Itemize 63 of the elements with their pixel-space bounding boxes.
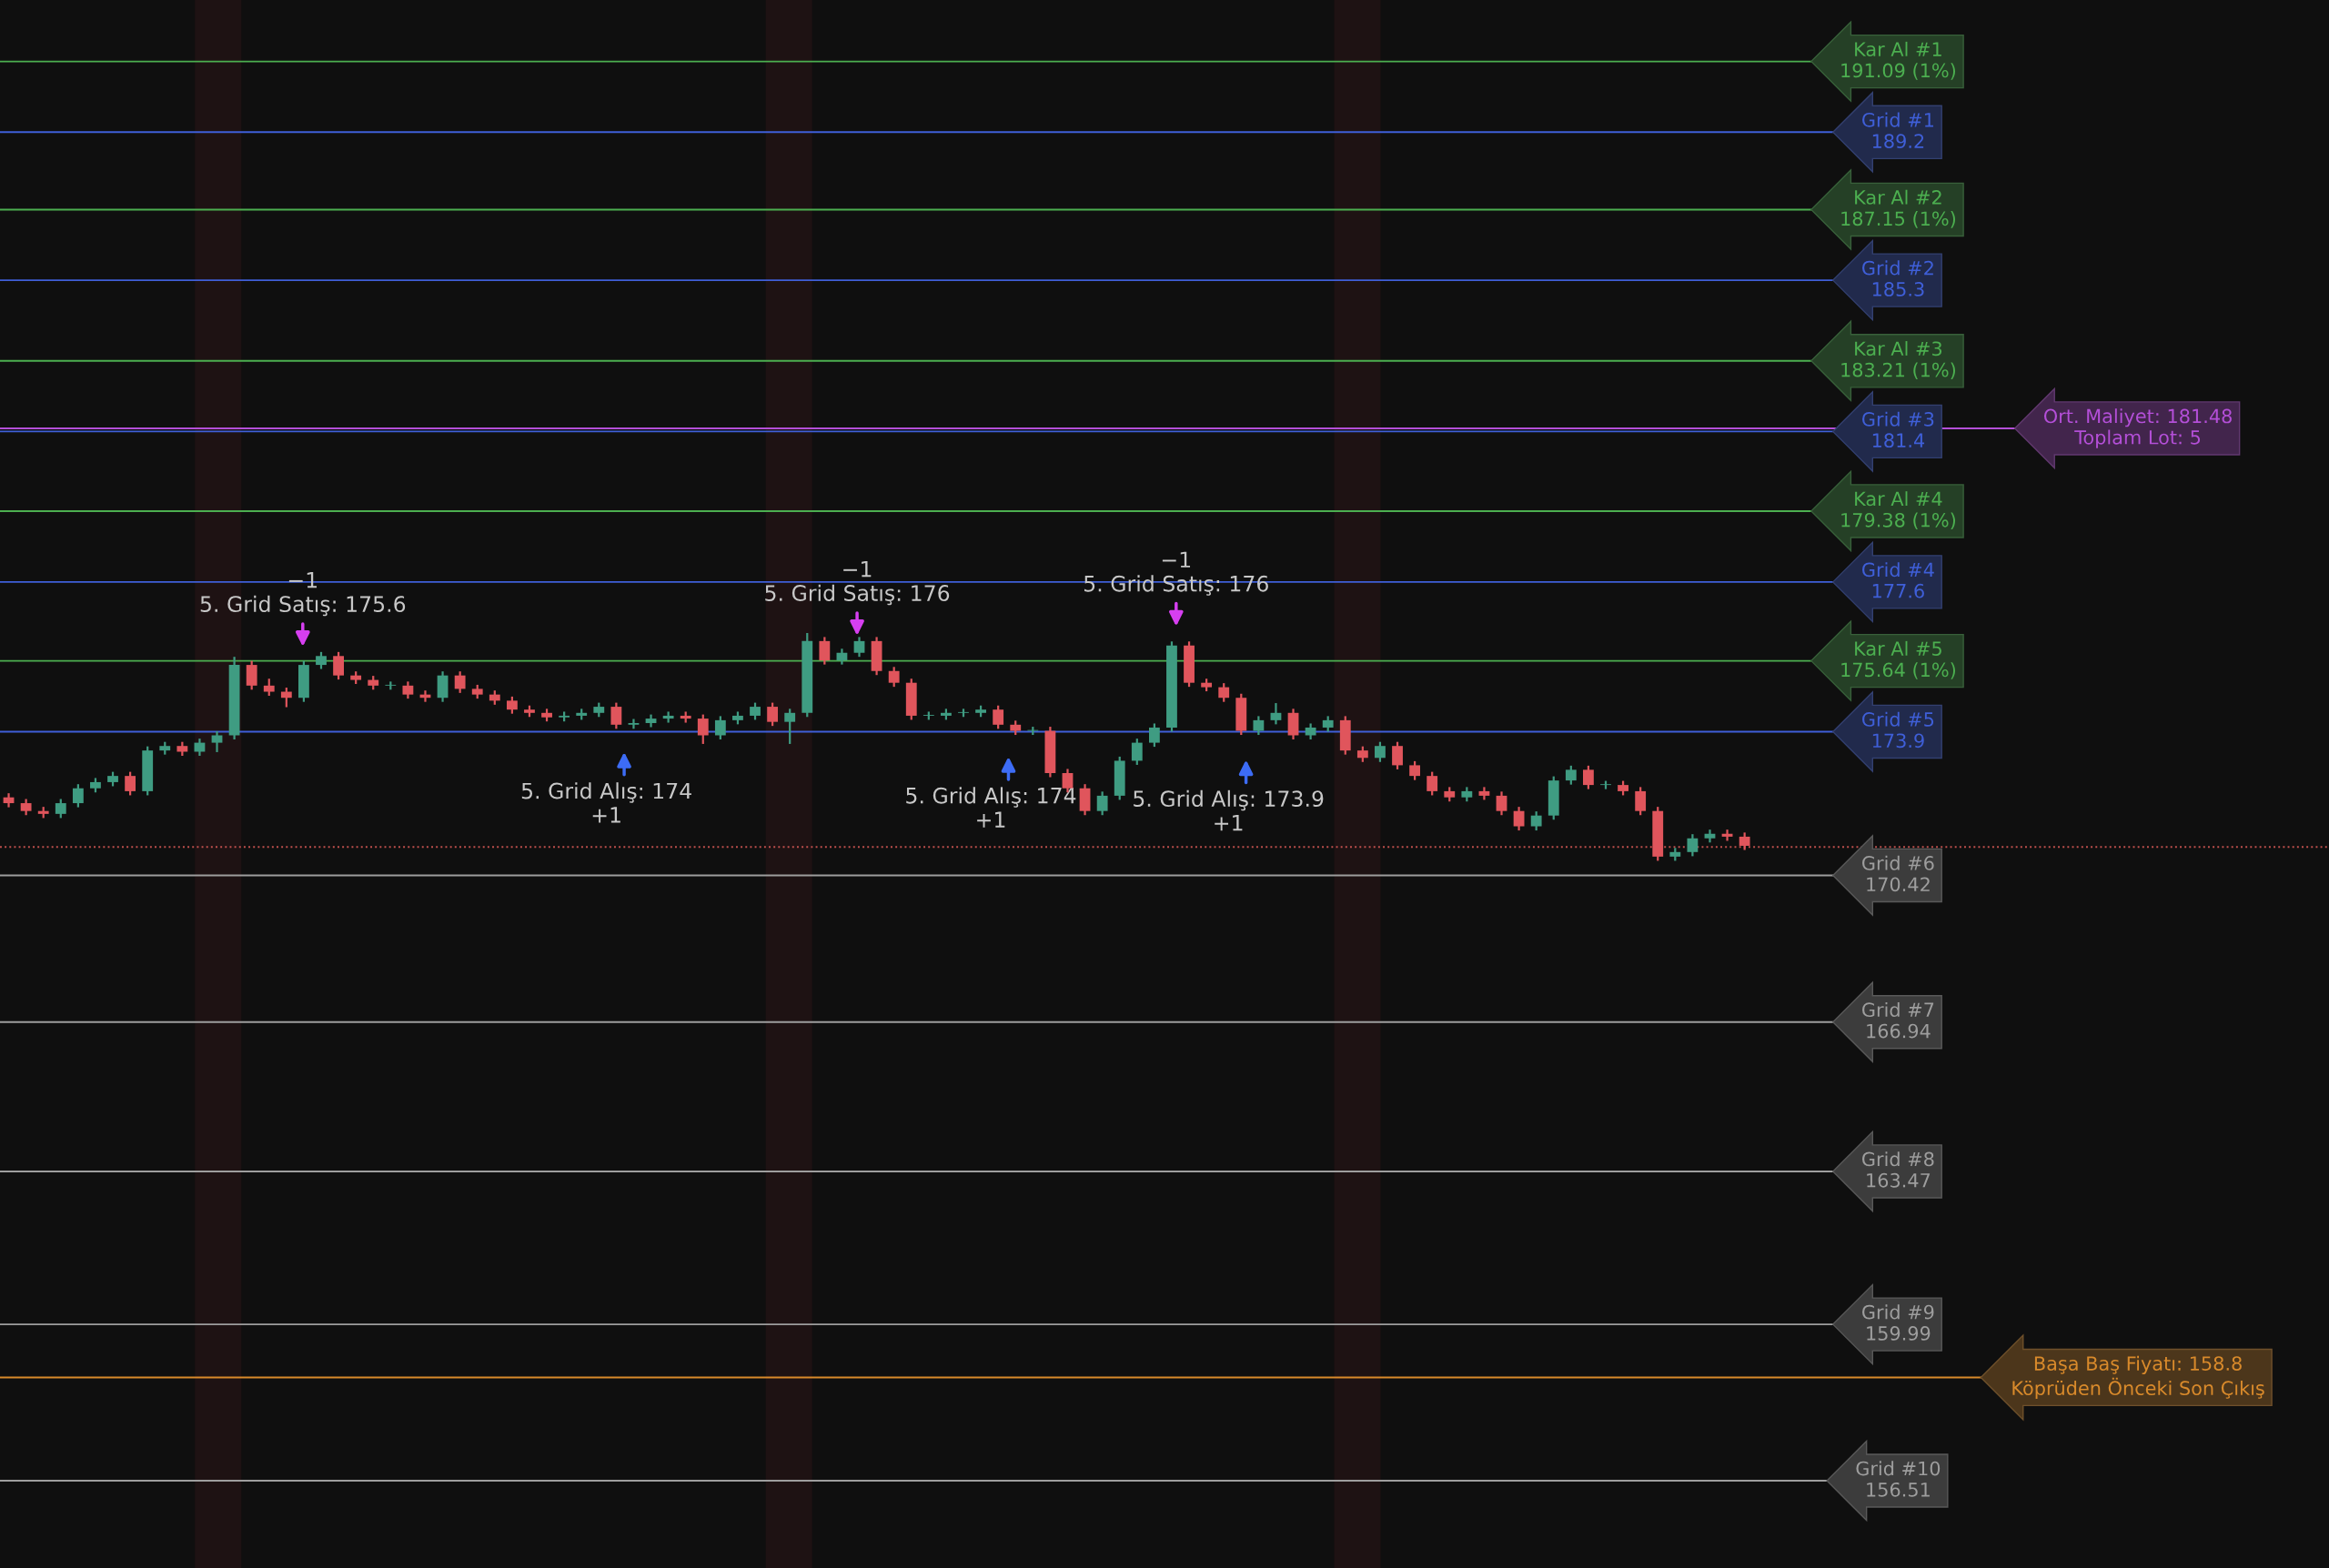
candlestick (750, 701, 761, 721)
annotation: 5. Grid Alış: 174 +1 (521, 782, 691, 823)
candlestick (697, 713, 709, 746)
candlestick (714, 715, 726, 741)
candlestick (1427, 770, 1438, 797)
candlestick (263, 678, 275, 698)
candlestick (1582, 764, 1594, 790)
ref-line-label: Kar Al #5 175.64 (1%) (1841, 640, 1956, 679)
candlestick (402, 680, 414, 700)
candlestick (211, 729, 223, 754)
ref-line-label: Kar Al #3 183.21 (1%) (1841, 341, 1956, 379)
annotation: −1 5. Grid Satış: 176 (765, 560, 950, 606)
candlestick (1409, 759, 1421, 781)
ref-line-label: Grid #1 189.2 (1862, 112, 1933, 149)
candlestick (1513, 806, 1525, 832)
candlestick (72, 783, 84, 809)
ref-line-label: Grid #9 159.99 (1862, 1304, 1934, 1341)
ref-line-label: Grid #3 181.4 (1862, 411, 1934, 448)
ref-line-label: Grid #10 156.51 (1856, 1461, 1941, 1497)
candlestick (316, 650, 327, 670)
candlestick (767, 701, 779, 728)
candlestick (1496, 790, 1507, 817)
candlestick (194, 737, 206, 758)
candlestick (125, 770, 136, 797)
candlestick (1131, 737, 1143, 767)
candlestick (1148, 722, 1160, 749)
annotation: 5. Grid Alış: 174 +1 (906, 787, 1076, 828)
candlestick (1687, 833, 1699, 858)
candlestick (993, 704, 1004, 730)
annotation: 5. Grid Alış: 173.9 +1 (1134, 789, 1324, 831)
candlestick (1565, 764, 1577, 786)
candlestick (454, 670, 466, 694)
ref-line-label: Kar Al #1 191.09 (1%) (1841, 41, 1956, 80)
ref-line-label: Grid #2 185.3 (1862, 260, 1933, 297)
ref-line-label: Grid #7 166.94 (1862, 1001, 1934, 1039)
candlestick (819, 636, 831, 666)
candlestick (1270, 701, 1282, 726)
candlestick (1392, 740, 1403, 771)
candlestick (1739, 831, 1750, 851)
ref-line-label: Grid #5 173.9 (1862, 711, 1934, 749)
candlestick (246, 659, 257, 691)
candlestick (888, 666, 900, 689)
candlestick (506, 695, 518, 715)
candlestick (610, 701, 622, 730)
ref-line-label: Ort. Maliyet: 181.48 Toplam Lot: 5 (2043, 408, 2232, 448)
candlestick (333, 650, 344, 681)
ref-line-label: Kar Al #2 187.15 (1%) (1841, 189, 1956, 228)
candlestick (1253, 715, 1265, 737)
ref-line-label: Başa Baş Fiyatı: 158.8 Köprüden Önceki Son Çıkış (2012, 1355, 2264, 1400)
candlestick (55, 798, 66, 819)
candlestick (1530, 810, 1542, 832)
candlestick (1218, 682, 1230, 703)
ref-line-label: Kar Al #4 179.38 (1%) (1841, 491, 1956, 530)
ref-line-label: Grid #6 170.42 (1862, 855, 1934, 892)
candlestick (1096, 790, 1108, 817)
ref-line-label: Grid #4 177.6 (1862, 562, 1934, 598)
ref-line-label: Grid #8 163.47 (1862, 1151, 1934, 1188)
candlestick (1375, 740, 1386, 763)
candlestick (628, 718, 640, 730)
candlestick (784, 708, 796, 746)
candlestick (853, 636, 865, 658)
candlestick (1635, 786, 1647, 817)
candlestick (280, 686, 292, 709)
